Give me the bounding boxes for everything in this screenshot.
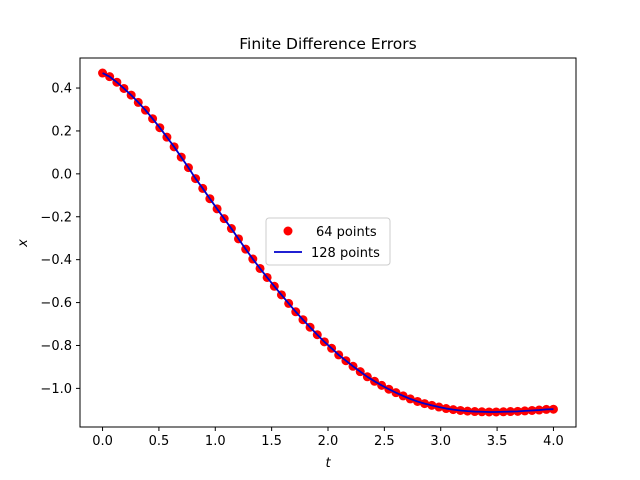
x-tick-label: 4.0 [543, 434, 564, 449]
x-tick-label: 0.0 [92, 434, 113, 449]
y-axis-label: x [16, 239, 31, 248]
legend-marker-64-points [283, 226, 293, 236]
y-tick-label: −0.8 [40, 339, 72, 354]
y-tick-label: 0.0 [51, 167, 72, 182]
chart-title: Finite Difference Errors [239, 35, 416, 53]
legend-label-64-points: 64 points [316, 225, 377, 240]
data-point-64-points [548, 404, 558, 414]
x-tick-label: 2.0 [318, 434, 339, 449]
legend-frame [265, 217, 391, 266]
x-axis: 0.0 0.5 1.0 1.5 2.0 2.5 3.0 3.5 4.0 [92, 427, 564, 449]
y-axis: −1.0 −0.8 −0.6 −0.4 −0.2 0.0 0.2 0.4 [40, 82, 80, 397]
series-line-128-points [102, 72, 554, 413]
x-tick-label: 1.5 [261, 434, 282, 449]
y-tick-label: −0.6 [40, 296, 72, 311]
plot-area [98, 68, 558, 417]
y-tick-label: 0.2 [51, 124, 72, 139]
x-tick-label: 1.0 [205, 434, 226, 449]
legend-label-128-points: 128 points [311, 246, 380, 261]
legend: 64 points 128 points [265, 217, 391, 266]
y-tick-label: −1.0 [40, 382, 72, 397]
x-axis-label: t [325, 456, 331, 471]
y-tick-label: −0.2 [40, 210, 72, 225]
x-tick-label: 2.5 [374, 434, 395, 449]
data-point-64-points [98, 68, 108, 78]
x-tick-label: 0.5 [149, 434, 170, 449]
x-tick-label: 3.5 [487, 434, 508, 449]
y-tick-label: −0.4 [40, 253, 72, 268]
x-tick-label: 3.0 [430, 434, 451, 449]
y-tick-label: 0.4 [51, 82, 72, 97]
